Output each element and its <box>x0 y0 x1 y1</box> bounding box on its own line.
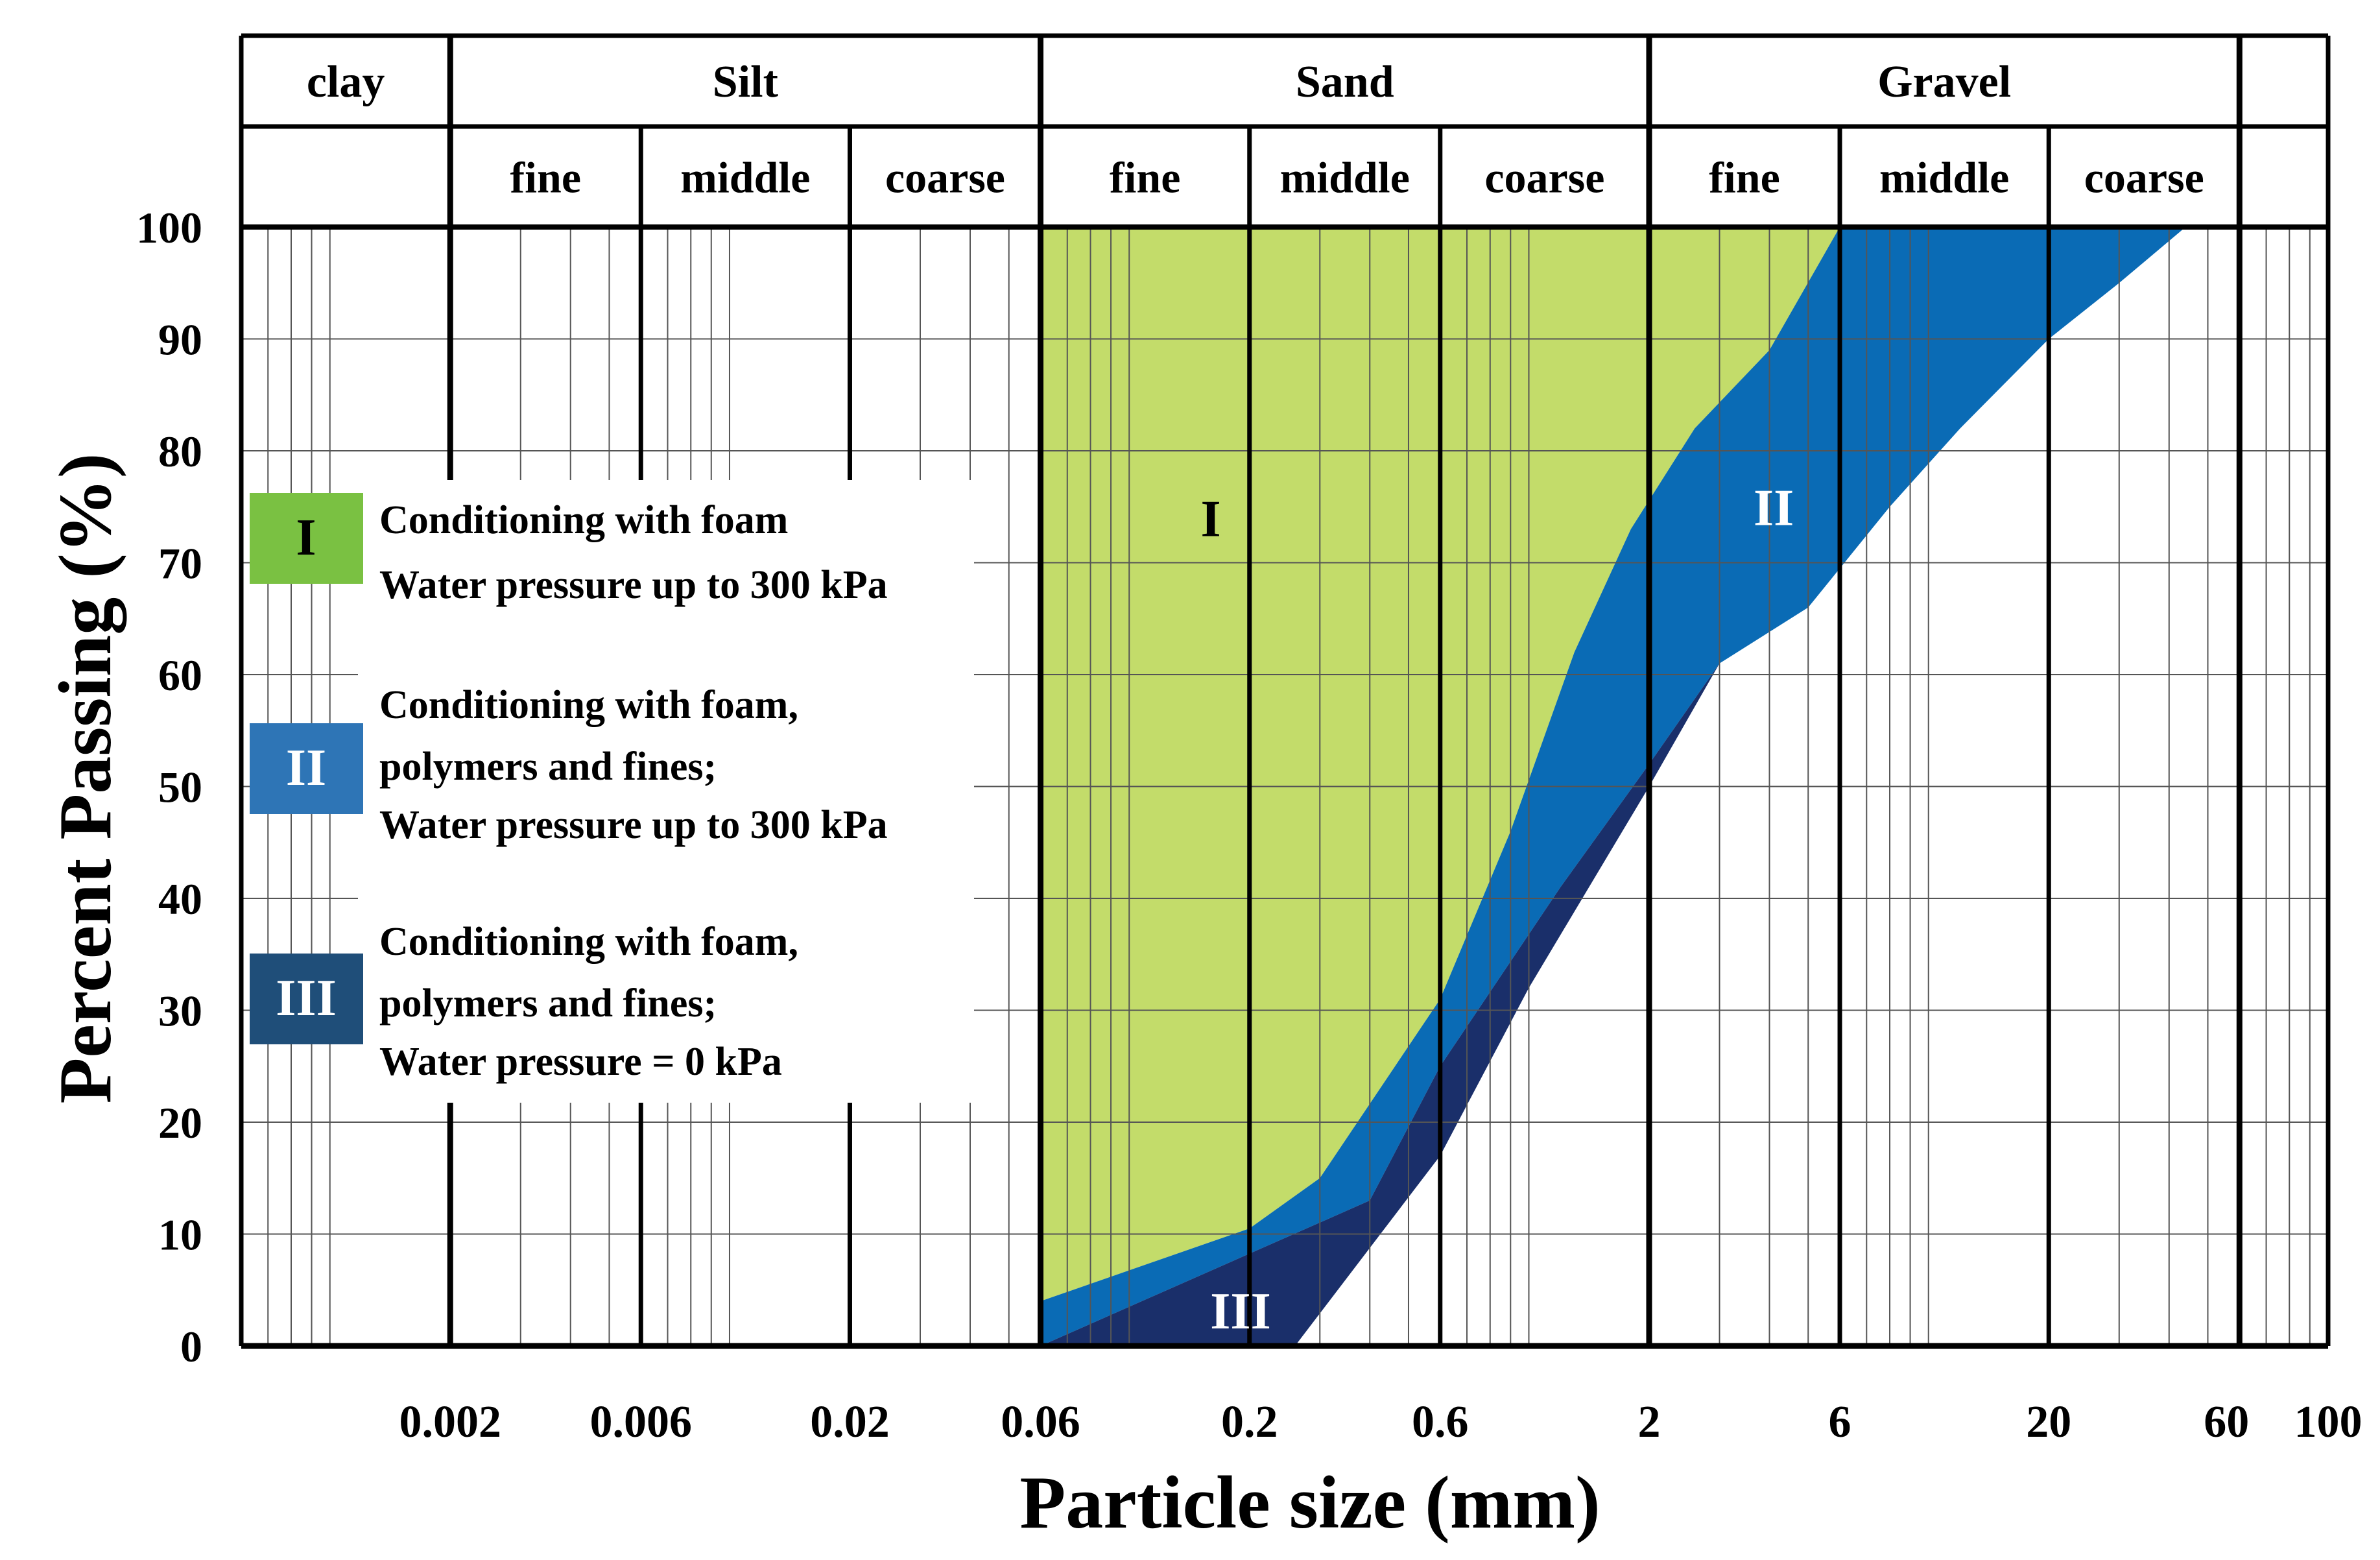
legend-text: Water pressure up to 300 kPa <box>379 563 888 607</box>
header-sub-coarse: coarse <box>1484 153 1604 202</box>
x-tick-label: 0.002 <box>399 1397 501 1447</box>
legend-swatch-1 <box>250 493 363 584</box>
x-tick-label: 0.006 <box>590 1397 693 1447</box>
legend-text: Water pressure = 0 kPa <box>379 1040 782 1084</box>
y-tick-label: 90 <box>158 315 202 365</box>
legend-text: Conditioning with foam, <box>379 683 798 727</box>
y-tick-label: 10 <box>158 1210 202 1260</box>
x-tick-label: 0.6 <box>1412 1397 1469 1447</box>
header-layer: clay Silt Sand Gravel fine middle coarse fine mi… <box>307 57 2204 202</box>
region-1-label: I <box>1200 491 1220 548</box>
x-tick-label: 20 <box>2026 1397 2071 1447</box>
legend-swatch-label: III <box>276 970 336 1027</box>
legend-background <box>358 480 974 1103</box>
legend-text: Water pressure up to 300 kPa <box>379 803 888 847</box>
legend-text: polymers and fines; <box>379 981 717 1026</box>
region-3-area <box>1040 663 1720 1346</box>
y-tick-label: 60 <box>158 651 202 700</box>
legend-swatch-2 <box>250 723 363 814</box>
legend-text: Conditioning with foam <box>379 498 788 542</box>
x-tick-label: 100 <box>2294 1397 2362 1447</box>
y-tick-label: 50 <box>158 763 202 812</box>
header-sub-middle: middle <box>1280 153 1410 202</box>
header-clay: clay <box>307 57 385 107</box>
x-ticks: 0.002 0.006 0.02 0.06 0.2 0.6 2 6 20 60 100 <box>399 1397 2362 1447</box>
x-tick-label: 0.02 <box>810 1397 890 1447</box>
x-axis-title: Particle size (mm) <box>1019 1461 1600 1544</box>
frame-layer <box>239 33 2331 1349</box>
legend-swatch-label: I <box>296 509 316 566</box>
header-sub-fine: fine <box>1110 153 1181 202</box>
y-tick-label: 0 <box>180 1322 202 1371</box>
header-gravel: Gravel <box>1877 57 2011 107</box>
header-sub-fine: fine <box>1709 153 1780 202</box>
header-sub-coarse: coarse <box>2084 153 2204 202</box>
header-sub-coarse: coarse <box>885 153 1005 202</box>
y-ticks: 0 10 20 30 40 50 60 70 80 90 100 <box>136 203 202 1371</box>
x-tick-label: 0.06 <box>1001 1397 1080 1447</box>
x-tick-label: 6 <box>1829 1397 1851 1447</box>
region-3-label: III <box>1210 1283 1270 1340</box>
x-tick-label: 60 <box>2204 1397 2249 1447</box>
y-tick-label: 30 <box>158 987 202 1036</box>
legend-swatch-3 <box>250 954 363 1044</box>
region-2-label: II <box>1754 479 1794 536</box>
legend-text: polymers and fines; <box>379 745 717 789</box>
x-tick-label: 0.2 <box>1221 1397 1278 1447</box>
y-tick-label: 100 <box>136 203 202 252</box>
x-tick-label: 2 <box>1637 1397 1660 1447</box>
y-tick-label: 80 <box>158 427 202 476</box>
header-sub-middle: middle <box>680 153 810 202</box>
y-axis-title: Percent Passing (%) <box>44 453 127 1104</box>
header-sub-middle: middle <box>1879 153 2009 202</box>
legend: I Conditioning with foam Water pressure up… <box>250 480 974 1103</box>
legend-text: Conditioning with foam, <box>379 920 798 964</box>
y-tick-label: 70 <box>158 539 202 588</box>
header-sand: Sand <box>1296 57 1394 107</box>
header-silt: Silt <box>713 57 778 107</box>
y-tick-label: 40 <box>158 874 202 924</box>
y-tick-label: 20 <box>158 1098 202 1147</box>
header-sub-fine: fine <box>510 153 581 202</box>
legend-swatch-label: II <box>286 739 326 797</box>
